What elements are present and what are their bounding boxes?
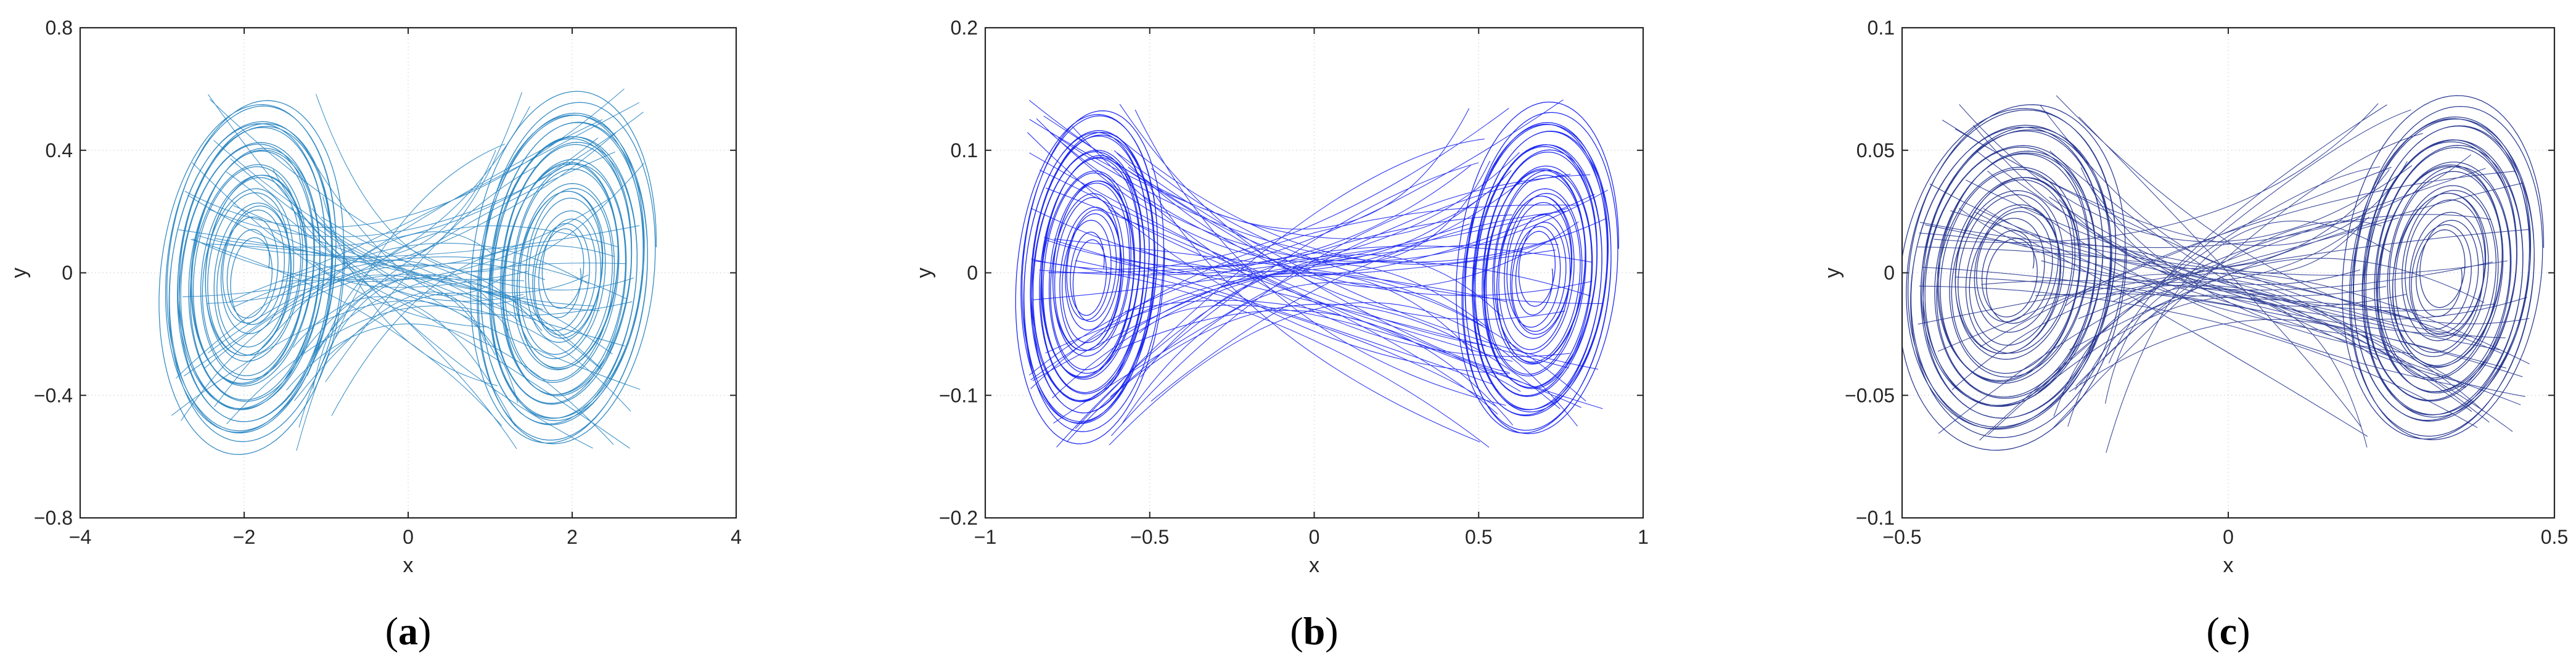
y-tick-label: −0.1 bbox=[939, 384, 978, 406]
panel-label: (c) bbox=[2206, 609, 2250, 653]
y-tick-label: −0.2 bbox=[939, 507, 978, 529]
y-tick-label: −0.05 bbox=[1845, 384, 1895, 406]
x-axis-label: x bbox=[403, 554, 414, 577]
y-tick-label: −0.8 bbox=[34, 507, 73, 529]
chart-panel-b: −1 −0.5 0 0.5 1 −0.2 −0.1 0 0.1 0.2 x y (b) bbox=[913, 17, 1649, 653]
transit-orbits bbox=[1918, 95, 2530, 453]
x-axis-label: x bbox=[2223, 554, 2234, 577]
y-tick-label: 0 bbox=[62, 262, 73, 284]
x-axis-label: x bbox=[1309, 554, 1319, 577]
right-scroll bbox=[470, 91, 657, 445]
x-tick-label: −4 bbox=[69, 526, 91, 548]
left-scroll bbox=[1015, 110, 1165, 445]
right-scroll bbox=[1456, 101, 1619, 435]
trajectory bbox=[1902, 95, 2545, 453]
y-tick-label: 0 bbox=[1884, 262, 1895, 284]
x-tick-label: 1 bbox=[1638, 526, 1649, 548]
x-tick-label: −0.5 bbox=[1130, 526, 1169, 548]
y-tick-label: 0.1 bbox=[951, 139, 978, 162]
y-tick-label: −0.4 bbox=[34, 384, 73, 406]
y-tick-label: 0.2 bbox=[951, 17, 978, 39]
x-tick-label: 4 bbox=[731, 526, 742, 548]
x-tick-label: 0.5 bbox=[1465, 526, 1492, 548]
y-tick-label: 0.05 bbox=[1856, 139, 1895, 162]
y-tick-label: −0.1 bbox=[1856, 507, 1895, 529]
x-tick-label: −2 bbox=[233, 526, 255, 548]
y-tick-label: 0 bbox=[967, 262, 978, 284]
transit-orbits bbox=[171, 88, 645, 451]
y-tick-label: 0.4 bbox=[46, 139, 73, 162]
y-axis-label: y bbox=[7, 268, 31, 278]
panel-label: (a) bbox=[385, 609, 432, 653]
x-tick-label: 0 bbox=[1309, 526, 1320, 548]
x-tick-label: −0.5 bbox=[1882, 526, 1921, 548]
panel-label: (b) bbox=[1290, 609, 1338, 653]
chart-panel-a: −4 −2 0 2 4 −0.8 −0.4 0 0.4 0.8 x y (a) bbox=[7, 17, 742, 653]
trajectory bbox=[158, 88, 657, 455]
y-axis-label: y bbox=[1821, 268, 1844, 278]
y-tick-label: 0.8 bbox=[46, 17, 73, 39]
x-tick-label: −1 bbox=[974, 526, 996, 548]
trajectory bbox=[1015, 99, 1619, 448]
x-tick-label: 0.5 bbox=[2541, 526, 2568, 548]
y-tick-label: 0.1 bbox=[1868, 17, 1895, 39]
x-tick-label: 0 bbox=[2223, 526, 2234, 548]
right-scroll bbox=[2342, 95, 2545, 440]
x-tick-label: 0 bbox=[403, 526, 414, 548]
transit-orbits bbox=[1027, 99, 1609, 448]
chart-panel-c: −0.5 0 0.5 −0.1 −0.05 0 0.05 0.1 x y (c) bbox=[1821, 17, 2568, 653]
y-axis-label: y bbox=[913, 268, 936, 278]
x-tick-label: 2 bbox=[567, 526, 578, 548]
